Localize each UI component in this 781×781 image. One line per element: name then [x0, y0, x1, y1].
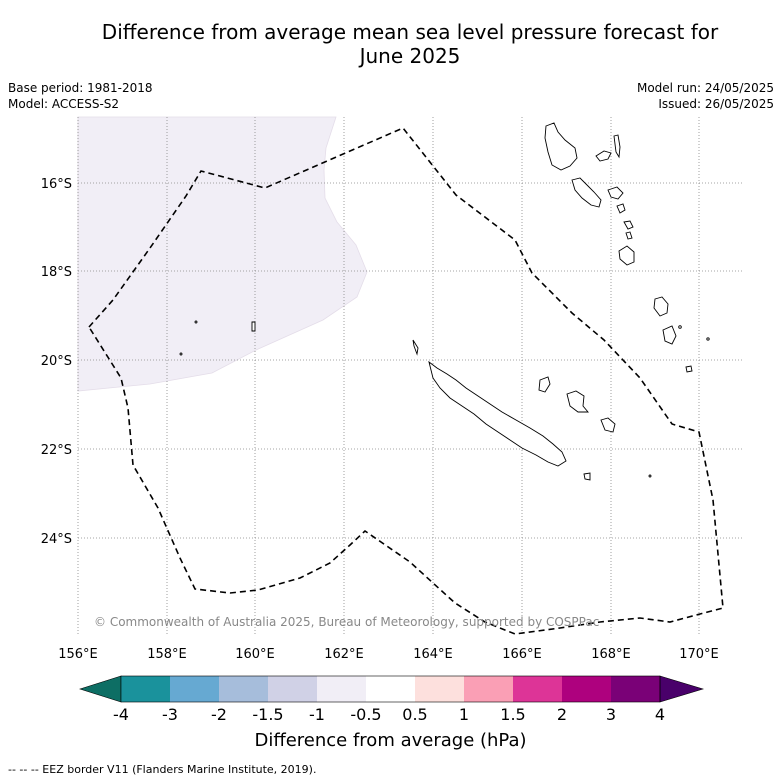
model-name: Model: ACCESS-S2 — [8, 97, 120, 111]
colorbar-swatch — [170, 676, 219, 702]
colorbar — [79, 675, 705, 703]
colorbar-extend-high — [659, 675, 705, 703]
latitude-labels: 16°S 18°S 20°S 22°S 24°S — [41, 177, 72, 547]
vanuatu-islands — [544, 122, 710, 373]
lat-label: 18°S — [41, 265, 72, 280]
small-reefs — [179, 320, 652, 478]
lon-label: 166°E — [502, 647, 542, 662]
lon-label: 170°E — [679, 647, 719, 662]
colorbar-tick: 3 — [606, 705, 616, 724]
colorbar-swatch — [415, 676, 464, 702]
colorbar-tick: 1 — [459, 705, 469, 724]
lon-label: 158°E — [147, 647, 187, 662]
lat-label: 20°S — [41, 354, 72, 369]
eez-border — [88, 127, 724, 635]
colorbar-tick: 0.5 — [402, 705, 427, 724]
issued-date: Issued: 26/05/2025 — [658, 97, 774, 111]
colorbar-tick: -1 — [309, 705, 325, 724]
colorbar-swatch — [513, 676, 562, 702]
colorbar-tick: -1.5 — [252, 705, 283, 724]
map-panel: © Commonwealth of Australia 2025, Bureau… — [77, 116, 743, 636]
lon-label: 168°E — [591, 647, 631, 662]
title-line-2: June 2025 — [359, 44, 461, 68]
lat-label: 16°S — [41, 177, 72, 192]
new-caledonia — [412, 339, 616, 481]
colorbar-swatch — [219, 676, 268, 702]
colorbar-swatch — [366, 676, 415, 702]
lon-label: 162°E — [324, 647, 364, 662]
colorbar-tick: -3 — [162, 705, 178, 724]
base-period: Base period: 1981-2018 — [8, 81, 153, 95]
colorbar-frame — [120, 675, 661, 703]
colorbar-tick: 4 — [655, 705, 665, 724]
eez-legend-note: -- -- -- EEZ border V11 (Flanders Marine… — [8, 763, 317, 776]
longitude-labels: 156°E 158°E 160°E 162°E 164°E 166°E 168°… — [58, 647, 719, 662]
colorbar-tick: 1.5 — [500, 705, 525, 724]
colorbar-tick: 2 — [557, 705, 567, 724]
colorbar-tick: -2 — [211, 705, 227, 724]
title-line-1: Difference from average mean sea level p… — [101, 20, 719, 44]
lon-label: 156°E — [58, 647, 98, 662]
colorbar-swatch — [611, 676, 660, 702]
chart-title: Difference from average mean sea level p… — [60, 20, 760, 68]
colorbar-swatch — [121, 676, 170, 702]
lon-label: 160°E — [235, 647, 275, 662]
colorbar-label: Difference from average (hPa) — [254, 730, 527, 751]
meta-left: Base period: 1981-2018 Model: ACCESS-S2 — [8, 80, 153, 112]
model-run: Model run: 24/05/2025 — [636, 81, 774, 95]
colorbar-swatch — [268, 676, 317, 702]
colorbar-tick: -4 — [113, 705, 129, 724]
lat-label: 24°S — [41, 532, 72, 547]
anomaly-region — [77, 116, 368, 392]
colorbar-swatch — [562, 676, 611, 702]
colorbar-extend-low — [79, 675, 122, 703]
colorbar-tick: -0.5 — [350, 705, 381, 724]
copyright-text: © Commonwealth of Australia 2025, Bureau… — [94, 615, 599, 629]
lat-label: 22°S — [41, 443, 72, 458]
colorbar-ticks: -4 -3 -2 -1.5 -1 -0.5 0.5 1 1.5 2 3 4 — [113, 705, 665, 724]
colorbar-swatch — [317, 676, 366, 702]
colorbar-swatch — [464, 676, 513, 702]
meta-right: Model run: 24/05/2025 Issued: 26/05/2025 — [637, 80, 774, 112]
lon-label: 164°E — [413, 647, 453, 662]
